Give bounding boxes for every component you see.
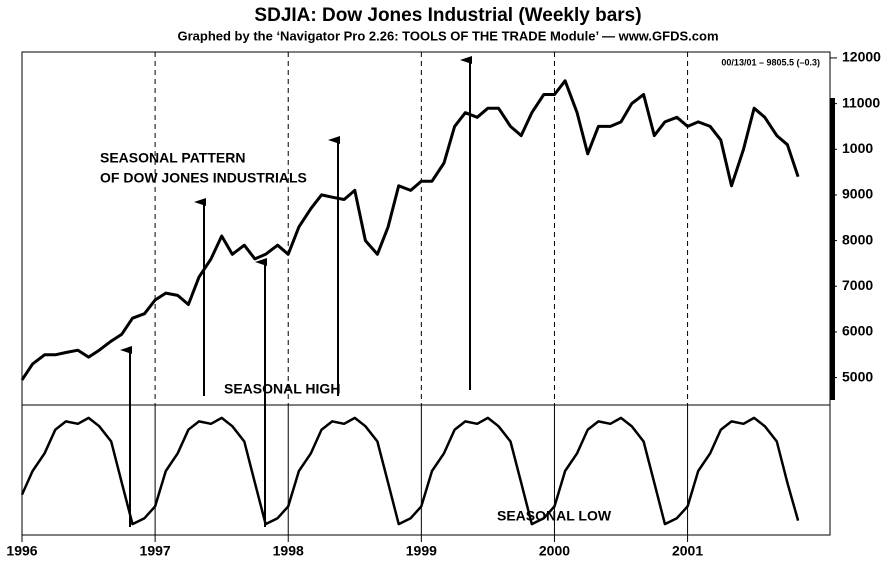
annotation: OF DOW JONES INDUSTRIALS [100,170,307,186]
last-quote: 00/13/01 – 9805.5 (–0.3) [721,57,820,67]
y-tick-label: 8000 [842,231,873,247]
x-tick-label: 1997 [140,543,171,559]
y-tick-label: 1000 [842,140,873,156]
annotation: SEASONAL HIGH [224,381,340,397]
y-tick-label: 11000 [842,94,880,110]
y-tick-label: 9000 [842,186,873,202]
x-tick-label: 1999 [406,543,437,559]
x-tick-label: 2001 [672,543,703,559]
axis-bar [830,98,835,400]
y-tick-label: 12000 [842,49,881,65]
series-line [20,416,800,526]
y-tick-label: 6000 [842,323,873,339]
chart-title: SDJIA: Dow Jones Industrial (Weekly bars… [254,5,641,26]
arrows [120,56,472,527]
x-tick-label: 2000 [539,543,570,559]
y-tick-label: 7000 [842,277,873,293]
y-tick-label: 5000 [842,368,873,384]
x-tick-label: 1996 [6,543,37,559]
annotation: SEASONAL PATTERN [100,150,245,166]
chart-subtitle: Graphed by the ‘Navigator Pro 2.26: TOOL… [177,28,718,43]
series-line [20,79,800,381]
x-tick-label: 1998 [273,543,304,559]
